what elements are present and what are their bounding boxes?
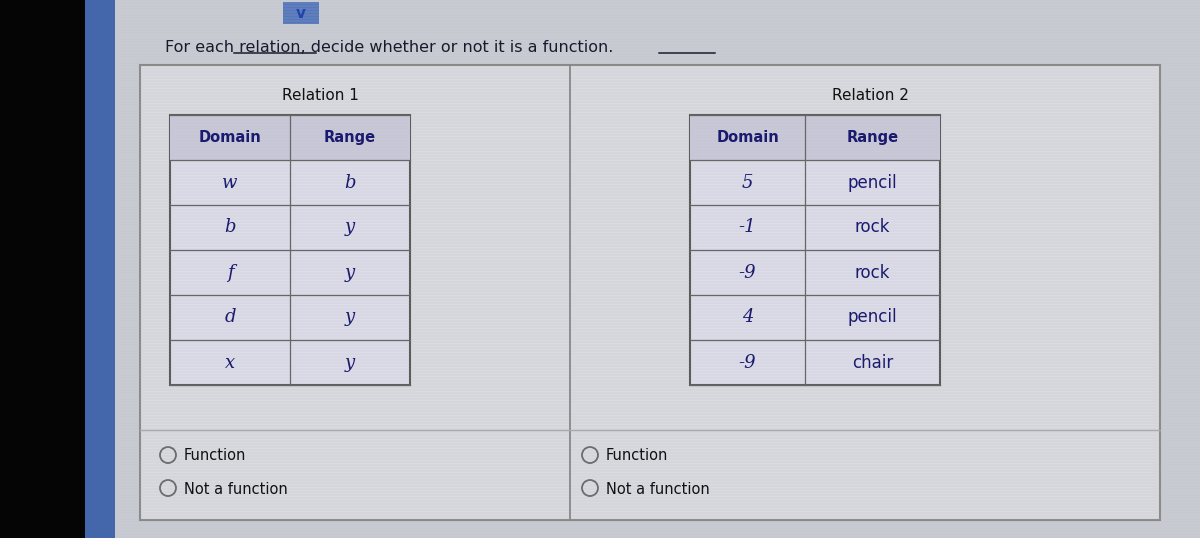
Text: Not a function: Not a function <box>606 482 709 497</box>
Text: y: y <box>344 218 355 237</box>
FancyBboxPatch shape <box>170 115 410 385</box>
FancyBboxPatch shape <box>170 115 410 160</box>
Text: Range: Range <box>846 130 899 145</box>
FancyBboxPatch shape <box>690 115 940 160</box>
Text: b: b <box>224 218 235 237</box>
Text: y: y <box>344 308 355 327</box>
Text: -1: -1 <box>739 218 756 237</box>
Text: -9: -9 <box>739 264 756 281</box>
Text: pencil: pencil <box>847 173 898 192</box>
Text: Function: Function <box>184 449 246 464</box>
FancyBboxPatch shape <box>140 65 1160 520</box>
FancyBboxPatch shape <box>283 2 319 24</box>
Text: chair: chair <box>852 353 893 372</box>
Text: Domain: Domain <box>716 130 779 145</box>
Text: Range: Range <box>324 130 376 145</box>
Text: -9: -9 <box>739 353 756 372</box>
Text: Relation 2: Relation 2 <box>832 88 908 103</box>
Text: 5: 5 <box>742 173 754 192</box>
Text: w: w <box>222 173 238 192</box>
Text: x: x <box>224 353 235 372</box>
Text: 4: 4 <box>742 308 754 327</box>
FancyBboxPatch shape <box>690 115 940 385</box>
Text: v: v <box>296 6 306 22</box>
Bar <box>0 0 115 538</box>
Text: Function: Function <box>606 449 668 464</box>
Text: pencil: pencil <box>847 308 898 327</box>
Text: rock: rock <box>854 218 890 237</box>
Text: Domain: Domain <box>199 130 262 145</box>
Bar <box>85 0 115 538</box>
Text: d: d <box>224 308 235 327</box>
Text: y: y <box>344 353 355 372</box>
Text: b: b <box>344 173 355 192</box>
Text: For each relation, decide whether or not it is a function.: For each relation, decide whether or not… <box>166 40 613 55</box>
Text: f: f <box>227 264 233 281</box>
Text: Relation 1: Relation 1 <box>282 88 359 103</box>
Text: rock: rock <box>854 264 890 281</box>
Text: y: y <box>344 264 355 281</box>
Text: Not a function: Not a function <box>184 482 288 497</box>
